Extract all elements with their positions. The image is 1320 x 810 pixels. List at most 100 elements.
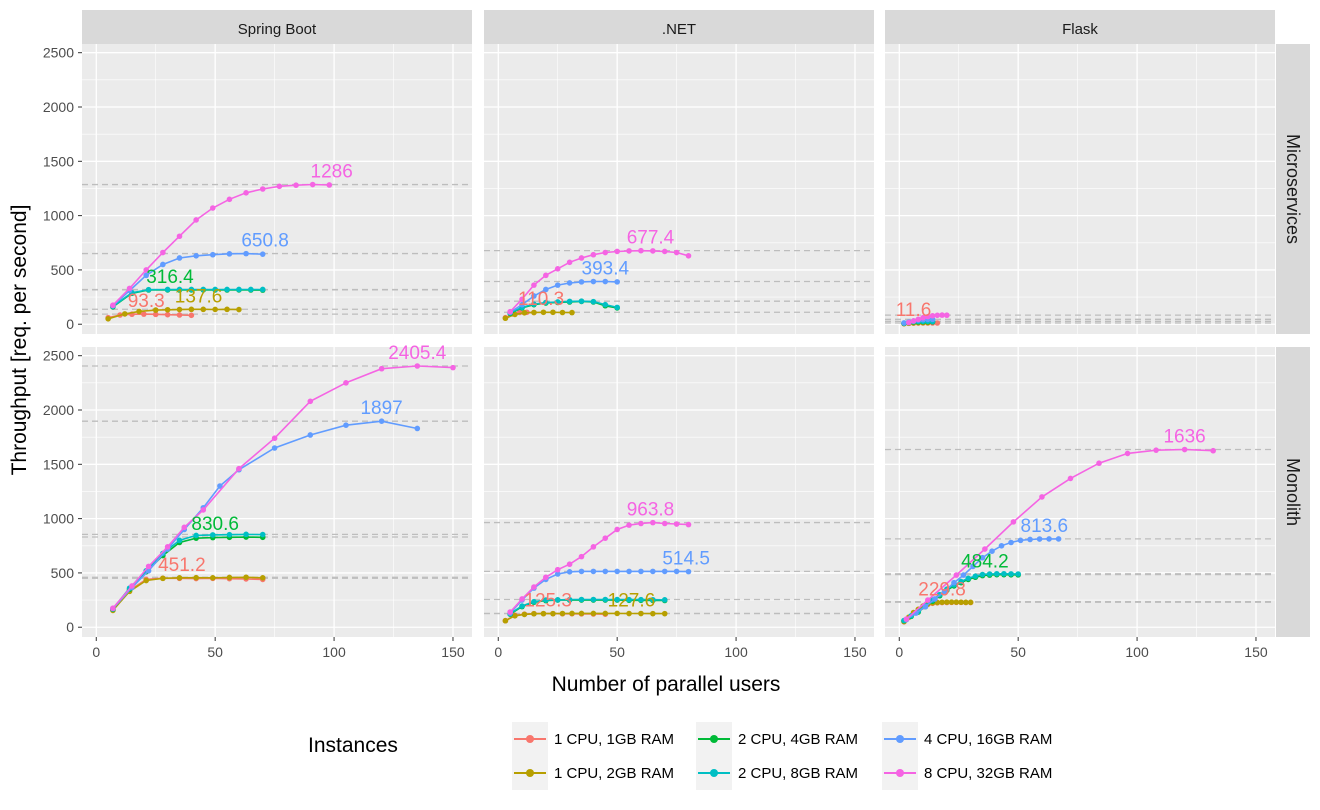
legend-key-point	[526, 769, 534, 777]
data-point	[136, 308, 142, 315]
max-label: 125.3	[524, 591, 572, 612]
data-point	[948, 599, 955, 605]
data-point	[531, 610, 537, 617]
row-strip-0: Microservices	[1276, 44, 1310, 334]
data-point	[145, 563, 152, 570]
y-tick-label: 0	[66, 316, 74, 332]
data-point	[209, 532, 216, 538]
data-point	[650, 568, 656, 575]
data-point	[989, 548, 995, 554]
legend-label: 2 CPU, 4GB RAM	[738, 730, 859, 748]
x-tick-label: 150	[441, 644, 465, 660]
series-4-cpu-16gb-ram	[903, 536, 1062, 623]
data-point	[1153, 447, 1159, 453]
series-2-cpu-8gb-ram	[507, 596, 668, 617]
data-point	[614, 248, 620, 255]
data-point	[951, 579, 957, 586]
data-point	[650, 596, 656, 603]
x-tick-label: 0	[895, 644, 903, 660]
data-point	[566, 569, 573, 575]
data-point	[970, 563, 976, 570]
y-tick-label: 1000	[43, 511, 74, 527]
data-point	[259, 531, 266, 538]
data-point	[602, 249, 609, 256]
data-point	[614, 610, 620, 617]
data-point	[566, 280, 573, 286]
data-point	[521, 611, 528, 618]
data-point	[569, 610, 575, 617]
max-label: 514.5	[662, 548, 710, 569]
data-point	[685, 252, 692, 259]
strip-bg	[885, 10, 1275, 44]
data-point	[566, 259, 573, 266]
data-point	[905, 319, 912, 326]
data-point	[915, 316, 922, 323]
x-tick-label: 0	[494, 644, 502, 660]
strip-2: Flask	[885, 10, 1275, 44]
data-point	[519, 596, 525, 602]
row-strip-label: Monolith	[1283, 458, 1303, 526]
legend-label: 8 CPU, 32GB RAM	[924, 764, 1053, 782]
data-point	[929, 312, 936, 319]
data-point	[638, 247, 644, 254]
data-point	[554, 266, 561, 272]
data-point	[1181, 446, 1188, 453]
data-point	[590, 544, 597, 550]
data-point	[531, 282, 537, 288]
data-point	[145, 567, 152, 574]
legend-key-point	[896, 735, 904, 743]
panel-bg	[484, 44, 874, 334]
data-point	[941, 588, 948, 595]
data-point	[126, 285, 133, 292]
y-tick-label: 1500	[43, 153, 74, 169]
x-tick-label: 50	[609, 644, 625, 660]
data-point	[193, 574, 199, 581]
panel-data-0-2: 11.6	[885, 300, 1275, 327]
data-point	[160, 575, 166, 582]
data-point	[661, 597, 668, 603]
max-label: 2405.4	[388, 343, 447, 364]
data-point	[626, 596, 632, 603]
panel-0-1	[484, 44, 874, 334]
data-point	[650, 519, 656, 526]
data-point	[143, 267, 150, 273]
data-point	[1036, 536, 1043, 542]
data-point	[626, 522, 632, 528]
max-label: 677.4	[627, 228, 675, 249]
data-point	[543, 574, 549, 581]
data-point	[554, 571, 561, 577]
series-line	[112, 576, 263, 611]
data-point	[507, 308, 513, 315]
data-point	[1210, 447, 1216, 454]
data-point	[271, 435, 278, 442]
data-point	[531, 584, 537, 590]
series-8-cpu-32gb-ram	[903, 446, 1216, 622]
data-point	[450, 364, 456, 371]
panel-bg	[885, 44, 1275, 334]
data-point	[925, 313, 931, 320]
data-point	[685, 568, 692, 575]
legend-item: 1 CPU, 1GB RAM	[512, 722, 674, 756]
data-point	[543, 299, 549, 306]
data-point	[965, 575, 972, 582]
data-point	[343, 380, 349, 386]
strip-1: .NET	[484, 10, 874, 44]
data-point	[979, 554, 986, 561]
max-label: 963.8	[627, 500, 675, 521]
x-tick-label: 150	[843, 644, 867, 660]
data-point	[181, 524, 188, 531]
max-label: 813.6	[1021, 516, 1069, 537]
data-point	[519, 296, 525, 303]
data-point	[590, 251, 597, 258]
row-strip-bg	[1276, 347, 1310, 637]
x-tick-label: 50	[1010, 644, 1026, 660]
data-point	[1015, 571, 1021, 577]
series-8-cpu-32gb-ram	[905, 312, 950, 326]
max-label: 229.8	[918, 579, 966, 600]
data-point	[259, 286, 266, 293]
data-point	[236, 286, 242, 293]
data-point	[200, 306, 207, 313]
data-point	[414, 425, 421, 432]
data-point	[209, 251, 216, 258]
panel-data-1-0: 451.2 830.6 1897 2405.4	[82, 343, 472, 614]
